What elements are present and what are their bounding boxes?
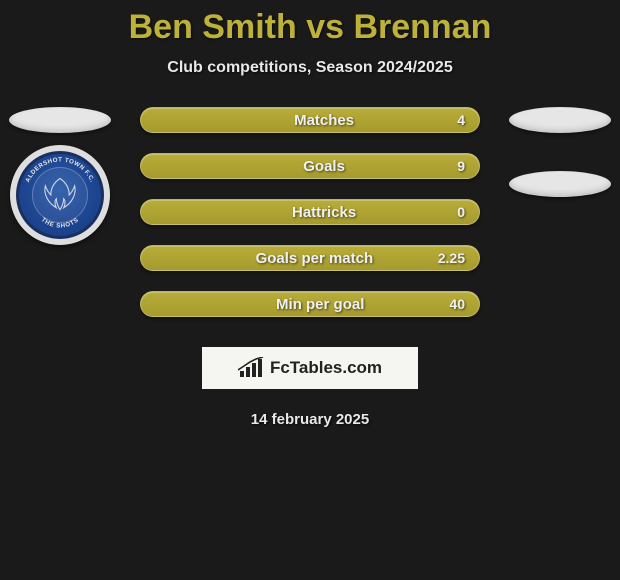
aldershot-town-crest: ALDERSHOT TOWN F.C. THE SHOTS xyxy=(10,145,110,245)
stat-label: Min per goal xyxy=(141,296,449,313)
right-player-col xyxy=(508,107,612,197)
club-crest-placeholder xyxy=(509,171,611,197)
stat-row-goals-per-match: Goals per match 2.25 xyxy=(140,245,480,271)
stat-row-goals: Goals 9 xyxy=(140,153,480,179)
comparison-card: Ben Smith vs Brennan Club competitions, … xyxy=(0,0,620,428)
main-row: ALDERSHOT TOWN F.C. THE SHOTS Matches 4 xyxy=(0,107,620,317)
stat-row-matches: Matches 4 xyxy=(140,107,480,133)
left-player-col: ALDERSHOT TOWN F.C. THE SHOTS xyxy=(8,107,112,245)
stat-row-hattricks: Hattricks 0 xyxy=(140,199,480,225)
fctables-link[interactable]: FcTables.com xyxy=(202,347,418,389)
stat-row-min-per-goal: Min per goal 40 xyxy=(140,291,480,317)
page-title: Ben Smith vs Brennan xyxy=(0,8,620,47)
stat-value: 4 xyxy=(457,112,465,128)
stat-value: 9 xyxy=(457,158,465,174)
svg-text:THE SHOTS: THE SHOTS xyxy=(40,216,81,229)
svg-text:ALDERSHOT TOWN F.C.: ALDERSHOT TOWN F.C. xyxy=(24,157,95,184)
stat-value: 2.25 xyxy=(438,250,465,266)
crest-ring-text: ALDERSHOT TOWN F.C. THE SHOTS xyxy=(16,151,104,239)
stat-label: Goals per match xyxy=(141,250,438,267)
stat-label: Matches xyxy=(141,112,457,129)
brand-text: FcTables.com xyxy=(270,358,382,378)
bar-chart-icon xyxy=(238,357,264,379)
generated-date: 14 february 2025 xyxy=(0,411,620,428)
page-subtitle: Club competitions, Season 2024/2025 xyxy=(0,59,620,77)
player-photo-placeholder xyxy=(509,107,611,133)
stat-label: Goals xyxy=(141,158,457,175)
stats-column: Matches 4 Goals 9 Hattricks 0 Goals per … xyxy=(140,107,480,317)
stat-value: 0 xyxy=(457,204,465,220)
stat-label: Hattricks xyxy=(141,204,457,221)
stat-value: 40 xyxy=(449,296,465,312)
player-photo-placeholder xyxy=(9,107,111,133)
